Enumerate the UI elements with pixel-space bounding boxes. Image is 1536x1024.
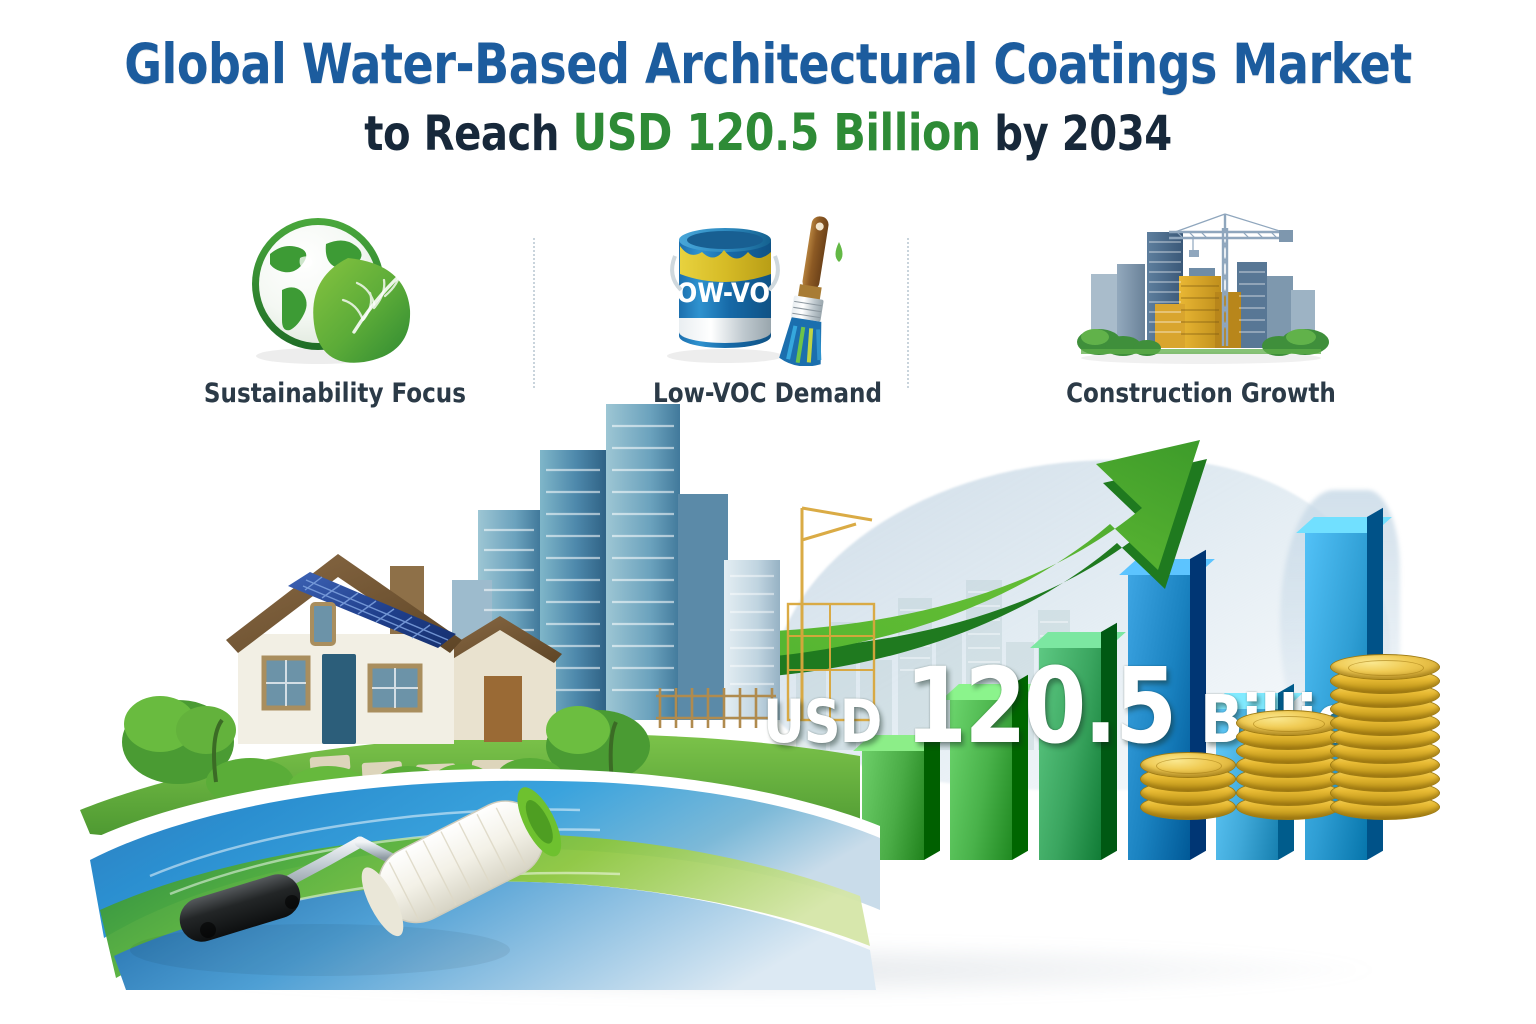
bar-3: [941, 674, 1038, 860]
coin-stack-3: [1330, 652, 1440, 820]
pillar-label-sustainability: Sustainability Focus: [203, 378, 466, 409]
bar-4: [1030, 622, 1126, 860]
city-crane-icon: [985, 206, 1418, 366]
headline-currency: USD: [763, 687, 882, 757]
pillar-label-construction: Construction Growth: [1066, 378, 1337, 409]
pillar-sustainability[interactable]: Sustainability Focus: [118, 206, 551, 418]
title-suffix: by 2034: [980, 106, 1172, 162]
pillar-construction[interactable]: Construction Growth: [985, 206, 1418, 418]
paint-roller-icon: [130, 787, 562, 976]
bar-face: [1039, 641, 1101, 860]
title-value-highlight: USD 120.5 Billion: [572, 104, 982, 163]
pillar-low-voc[interactable]: LOW-VOC: [551, 206, 984, 418]
paint-can-brush-icon: LOW-VOC: [551, 206, 984, 366]
title-line-1: Global Water-Based Architectural Coating…: [124, 32, 1412, 96]
left-scene: [78, 404, 880, 990]
title-prefix: to Reach: [364, 106, 573, 162]
main-illustration: USD 120.5 Billion: [0, 400, 1536, 1024]
bar-face: [950, 692, 1013, 860]
pillar-label-low-voc: Low-VOC Demand: [653, 378, 883, 409]
coin: [1330, 654, 1440, 680]
globe-leaf-icon: [118, 206, 551, 366]
coin-stack-1: [1140, 750, 1236, 820]
headline-number: 120.5: [904, 645, 1177, 767]
coin: [1140, 752, 1236, 778]
coin-stacks-icon: [1140, 630, 1440, 820]
coin: [1236, 710, 1340, 736]
svg-text:LOW-VOC: LOW-VOC: [662, 278, 788, 309]
divider-1: [533, 238, 535, 388]
page-title: Global Water-Based Architectural Coating…: [0, 34, 1536, 160]
coin-stack-2: [1236, 708, 1340, 820]
divider-2: [907, 238, 909, 388]
title-line-2: to Reach USD 120.5 Billion by 2034: [54, 106, 1482, 162]
pillar-row: Sustainability Focus: [118, 206, 1418, 418]
